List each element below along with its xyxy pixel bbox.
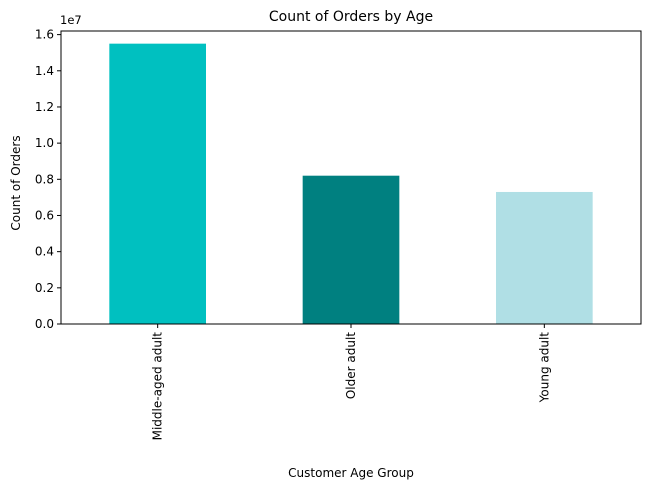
y-tick-label: 1.0 [35,136,54,150]
y-axis: 0.0 0.2 0.4 0.6 0.8 1.0 1.2 1.4 1.6 [35,28,61,331]
y-tick-label: 1.6 [35,28,54,42]
bars-group [109,43,593,324]
y-tick-label: 1.4 [35,64,54,78]
x-tick-label: Young adult [537,332,551,404]
x-tick-label: Older adult [344,332,358,399]
y-tick-label: 0.0 [35,317,54,331]
bar-older-adult [302,175,400,324]
x-axis: Middle-aged adult Older adult Young adult [151,324,551,441]
chart-title: Count of Orders by Age [269,9,433,25]
y-offset-label: 1e7 [60,13,82,27]
y-tick-label: 0.2 [35,281,54,295]
x-axis-label: Customer Age Group [288,466,414,480]
y-tick-label: 1.2 [35,100,54,114]
bar-young-adult [496,191,593,324]
bar-middle-aged-adult [109,43,206,324]
x-tick-label: Middle-aged adult [151,332,165,441]
y-tick-label: 0.4 [35,245,54,259]
plot-frame [60,30,642,325]
y-tick-label: 0.8 [35,172,54,186]
y-axis-label: Count of Orders [9,135,23,230]
y-tick-label: 0.6 [35,208,54,222]
